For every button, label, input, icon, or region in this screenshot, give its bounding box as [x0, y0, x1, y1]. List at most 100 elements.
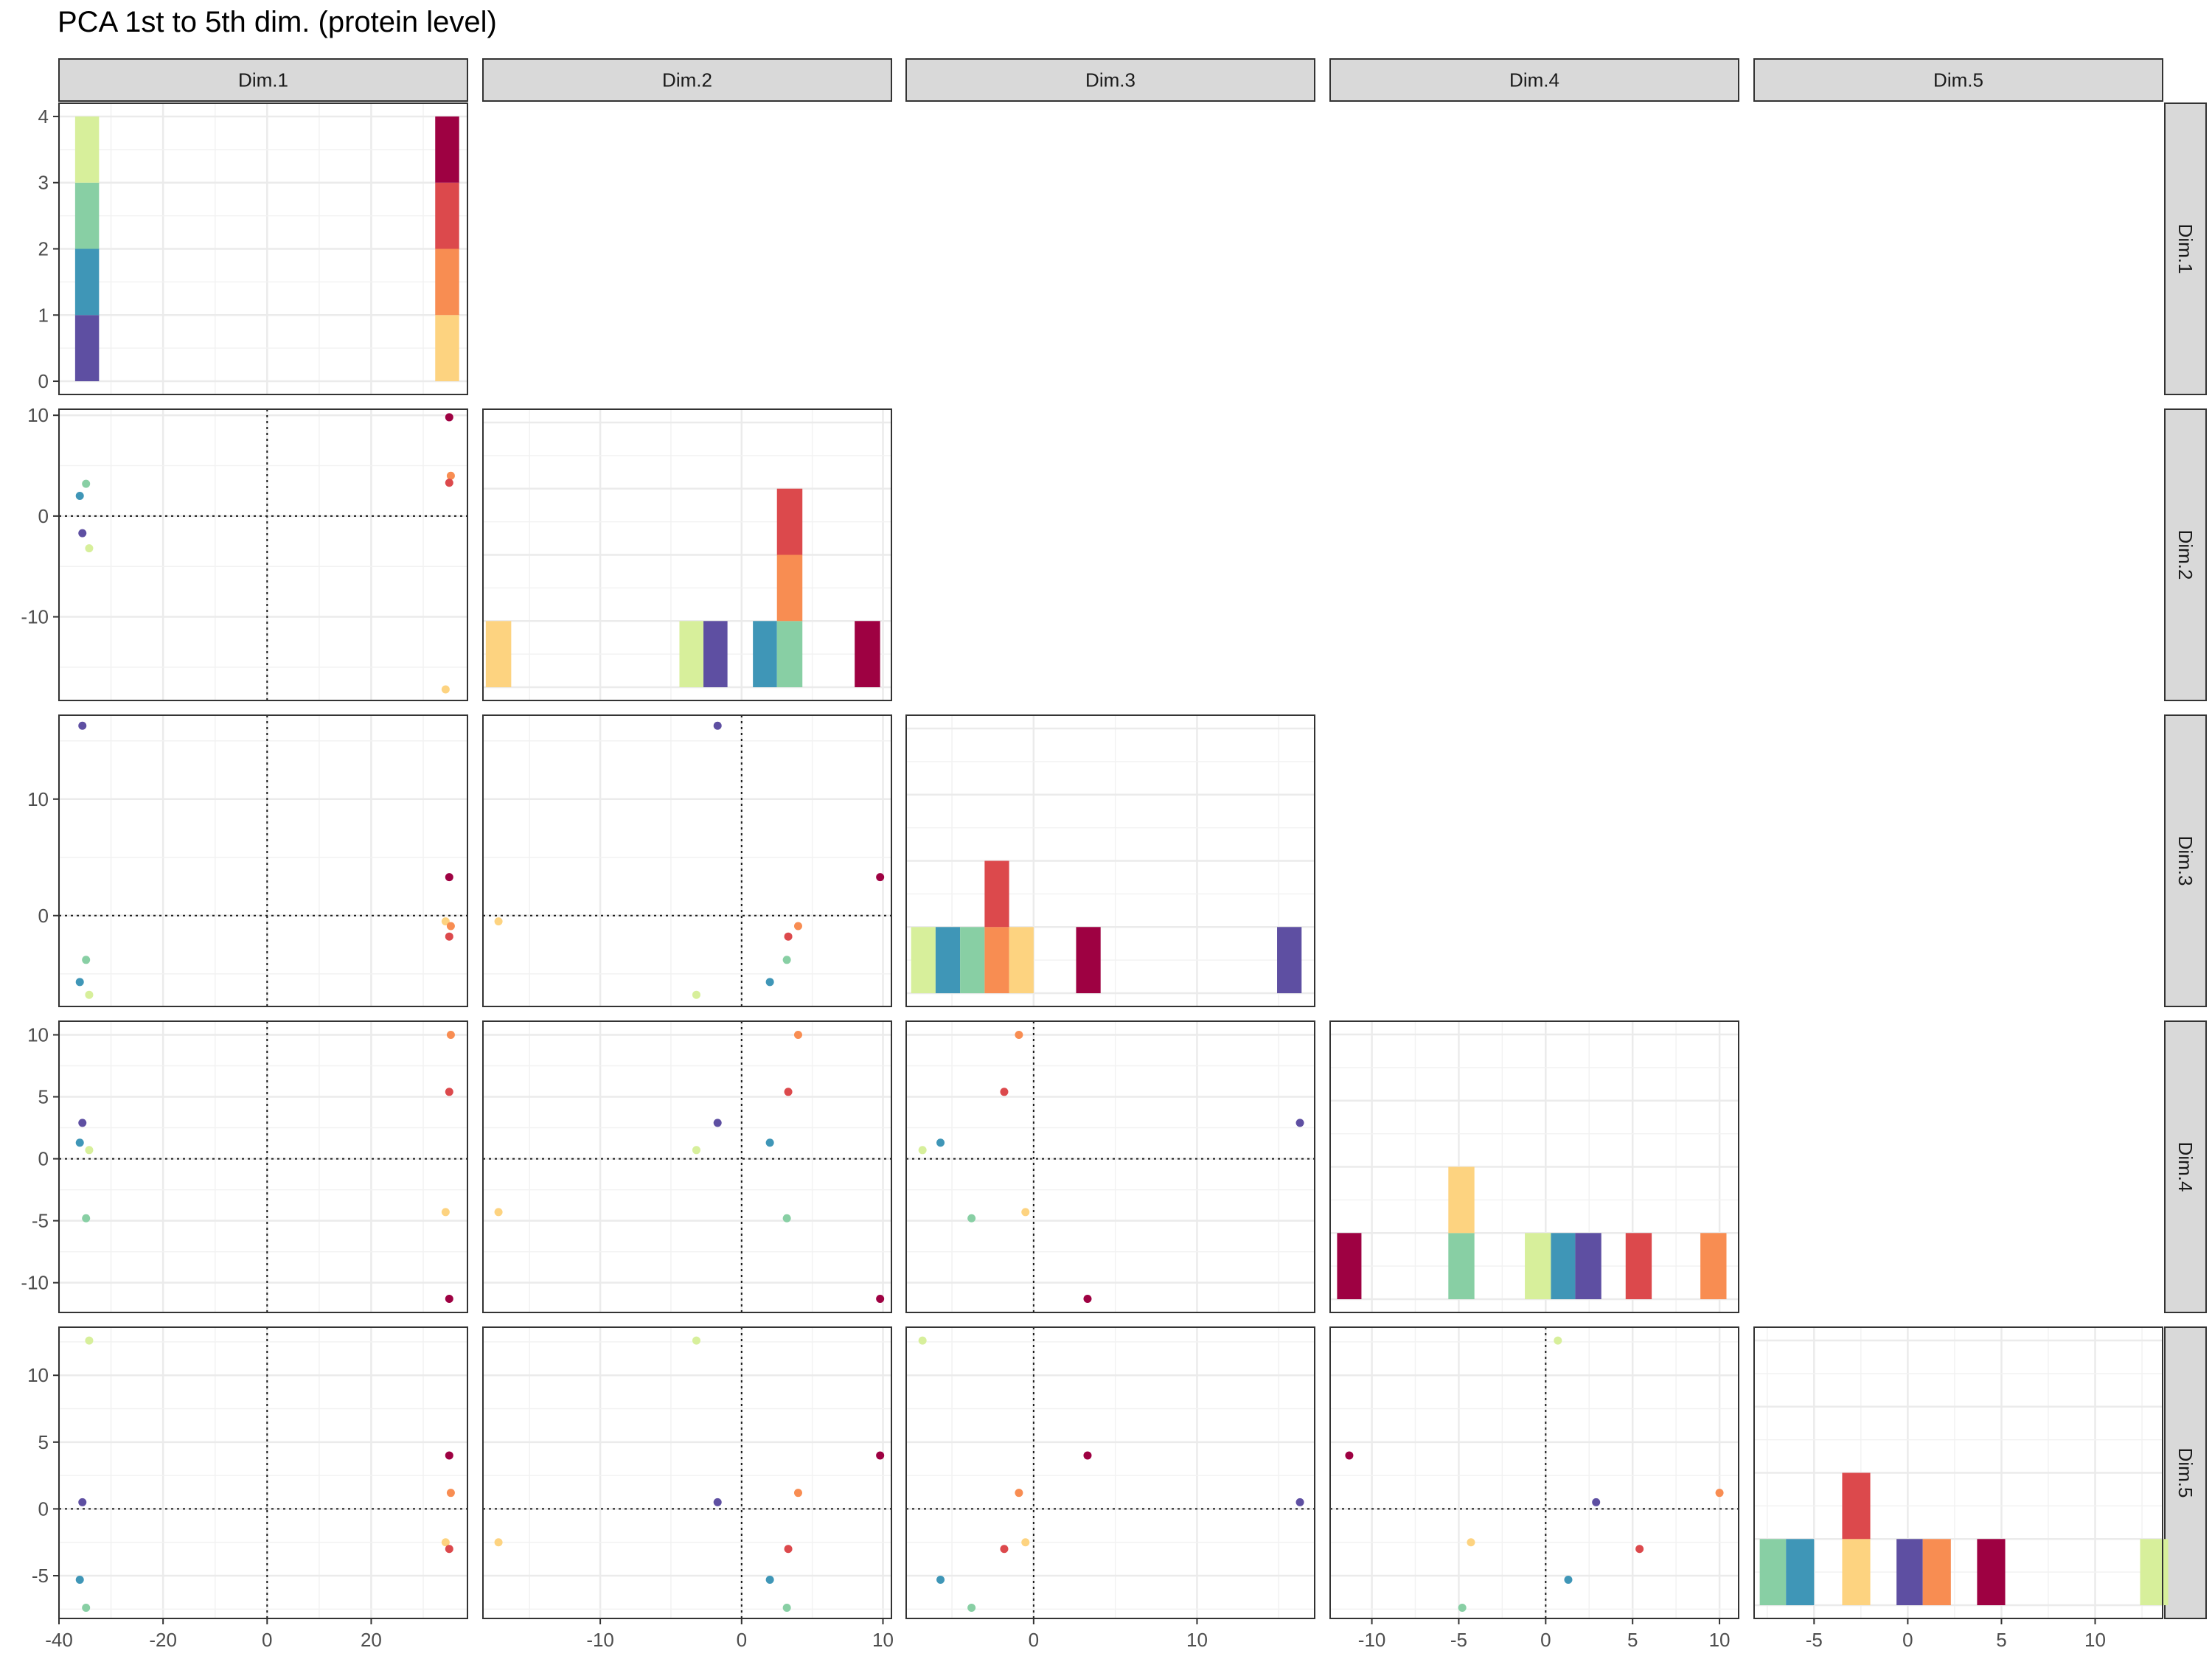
point-4-3-6: [1015, 1030, 1023, 1039]
histogram-bar-1-2-2: [435, 248, 459, 316]
panel-border-4-1: [58, 1020, 468, 1313]
histogram-bar-1-1-4: [74, 116, 100, 183]
histogram-bar-3-7-1: [1277, 927, 1302, 994]
point-4-1-7: [445, 1088, 453, 1096]
point-5-4-4: [1554, 1336, 1562, 1345]
y-tick-label: 10: [27, 1023, 49, 1046]
point-4-1-5: [441, 1208, 450, 1217]
panel-bg-3-1: [59, 715, 467, 1006]
histogram-bar-4-4-1: [1551, 1233, 1576, 1300]
panel-border-5-5: [1753, 1326, 2163, 1619]
point-4-1-8: [445, 1295, 453, 1304]
row-strip-label-1: Dim.1: [2174, 224, 2197, 274]
histogram-bar-5-1-1: [1759, 1539, 1787, 1606]
y-tick-label: 5: [38, 1086, 49, 1108]
panel-bg-4-1: [59, 1021, 467, 1312]
point-3-2-4: [692, 990, 700, 999]
histogram-bar-1-2-4: [435, 116, 459, 183]
column-strip-label-3: Dim.3: [1085, 69, 1135, 91]
panel-border-2-2: [482, 408, 892, 701]
x-tick-label: -10: [586, 1629, 614, 1651]
histogram-bar-3-4-1: [984, 927, 1009, 994]
point-2-1-3: [82, 479, 91, 488]
point-2-1-8: [445, 413, 453, 422]
y-tick-label: 10: [27, 788, 49, 810]
column-strip-label-4: Dim.4: [1509, 69, 1559, 91]
point-4-1-6: [446, 1030, 455, 1039]
row-strip-2: [2164, 408, 2207, 701]
histogram-bar-2-2-1: [679, 621, 704, 688]
point-4-2-1: [713, 1119, 722, 1127]
histogram-bar-4-3-1: [1525, 1233, 1551, 1300]
point-3-1-8: [445, 873, 453, 882]
point-5-1-5: [441, 1538, 450, 1547]
histogram-bar-3-5-1: [1009, 927, 1034, 994]
point-3-1-3: [82, 956, 91, 964]
panel-bg-5-1: [59, 1327, 467, 1618]
column-strip-label-2: Dim.2: [662, 69, 712, 91]
point-4-1-4: [85, 1146, 94, 1155]
panel-border-3-3: [905, 714, 1315, 1007]
panel-border-2-1: [58, 408, 468, 701]
chart-title: PCA 1st to 5th dim. (protein level): [58, 6, 497, 38]
point-5-4-2: [1564, 1575, 1573, 1584]
point-5-1-3: [82, 1604, 91, 1613]
point-5-2-1: [713, 1498, 722, 1506]
panel-border-5-2: [482, 1326, 892, 1619]
point-5-1-4: [85, 1336, 94, 1345]
point-3-2-2: [765, 978, 774, 987]
point-2-1-7: [445, 479, 453, 487]
point-4-3-3: [967, 1214, 976, 1222]
histogram-bar-5-3-2: [1842, 1472, 1871, 1540]
histogram-bar-2-4-1: [753, 621, 777, 688]
histogram-bar-2-5-1: [776, 621, 803, 688]
row-strip-5: [2164, 1326, 2207, 1619]
point-5-2-8: [876, 1451, 885, 1460]
histogram-bar-4-6-1: [1625, 1233, 1652, 1300]
column-strip-3: [905, 58, 1315, 102]
histogram-bar-5-4-1: [1896, 1539, 1923, 1606]
x-tick-label: -40: [45, 1629, 73, 1651]
panel-bg-5-2: [483, 1327, 891, 1618]
histogram-bar-4-1-1: [1337, 1233, 1362, 1300]
x-tick-label: 5: [1627, 1629, 1638, 1651]
column-strip-5: [1753, 58, 2163, 102]
y-tick-label: -10: [21, 606, 49, 628]
panel-border-4-2: [482, 1020, 892, 1313]
histogram-bar-2-6-1: [855, 621, 880, 688]
point-5-3-5: [1021, 1538, 1030, 1547]
histogram-bar-5-2-1: [1786, 1539, 1815, 1606]
histogram-bar-2-5-3: [776, 488, 803, 555]
point-5-3-2: [936, 1575, 945, 1584]
y-tick-label: 5: [38, 1431, 49, 1453]
point-3-2-8: [876, 873, 885, 882]
y-tick-label: -5: [32, 1210, 49, 1232]
y-tick-label: 10: [27, 1364, 49, 1386]
x-tick-label: 0: [1540, 1629, 1551, 1651]
point-5-2-4: [692, 1336, 700, 1345]
point-4-2-2: [765, 1138, 774, 1147]
histogram-bar-3-2-1: [935, 927, 961, 994]
point-5-1-1: [78, 1498, 87, 1506]
point-3-1-2: [75, 978, 84, 987]
y-tick-label: 0: [38, 905, 49, 927]
point-4-3-1: [1295, 1119, 1304, 1127]
y-tick-label: 4: [38, 105, 49, 128]
y-tick-label: -10: [21, 1272, 49, 1294]
point-5-4-8: [1345, 1451, 1354, 1460]
y-tick-label: 10: [27, 404, 49, 426]
panel-bg-5-4: [1330, 1327, 1739, 1618]
x-tick-label: -10: [1358, 1629, 1386, 1651]
histogram-bar-1-1-2: [74, 248, 100, 316]
point-3-2-1: [713, 721, 722, 730]
row-strip-label-2: Dim.2: [2174, 530, 2197, 580]
histogram-bar-1-1-3: [74, 182, 100, 249]
panel-border-3-1: [58, 714, 468, 1007]
point-5-2-6: [793, 1489, 802, 1498]
point-5-1-6: [446, 1489, 455, 1498]
histogram-bar-4-2-1: [1448, 1233, 1475, 1300]
point-4-1-3: [82, 1214, 91, 1222]
point-4-1-1: [78, 1119, 87, 1127]
